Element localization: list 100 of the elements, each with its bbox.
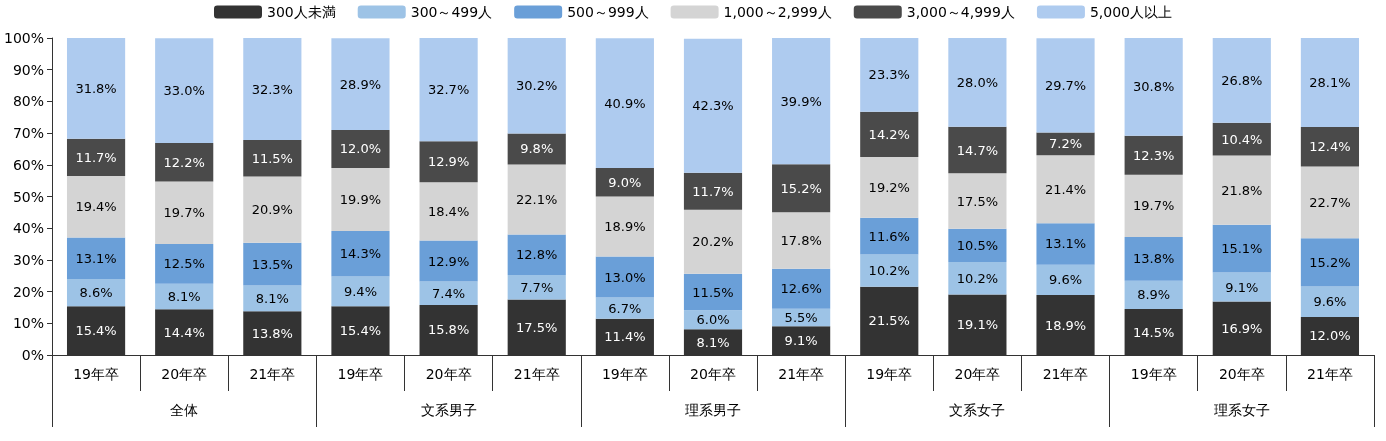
bar xyxy=(860,156,919,218)
data-label: 15.8% xyxy=(427,322,470,338)
bar xyxy=(1036,132,1095,156)
data-label: 9.8% xyxy=(520,141,554,157)
bar xyxy=(1300,127,1360,167)
bar xyxy=(1036,264,1095,296)
data-label: 14.2% xyxy=(868,126,910,142)
bar xyxy=(1036,38,1095,133)
bar xyxy=(66,175,126,238)
data-label: 14.7% xyxy=(956,142,999,158)
bar xyxy=(948,126,1007,174)
bar xyxy=(772,268,831,309)
bar xyxy=(243,38,302,141)
data-label: 15.2% xyxy=(780,180,822,196)
data-label: 20.2% xyxy=(692,234,734,250)
bar xyxy=(243,140,302,177)
data-label: 8.6% xyxy=(79,285,113,301)
bar xyxy=(1212,224,1271,273)
data-label: 32.3% xyxy=(251,81,293,97)
x-tick-label: 21年卒 xyxy=(513,366,560,382)
data-label: 9.4% xyxy=(343,283,377,299)
text: 全体 xyxy=(170,402,199,418)
bar xyxy=(507,275,566,300)
data-label: 12.9% xyxy=(427,253,470,269)
y-tick-label: 50% xyxy=(12,188,44,205)
x-tick-label: 21年卒 xyxy=(1307,366,1353,382)
data-label: 13.5% xyxy=(251,256,293,272)
legend-label: 1,000～2,999人 xyxy=(723,4,832,20)
bar xyxy=(1124,135,1183,175)
bar xyxy=(507,38,566,134)
bar xyxy=(419,141,478,183)
data-label: 7.4% xyxy=(432,285,466,301)
bar xyxy=(419,38,478,142)
data-label: 8.1% xyxy=(167,289,201,305)
data-label: 11.5% xyxy=(692,284,734,300)
text: 文系男子 xyxy=(420,402,477,418)
data-label: 10.2% xyxy=(868,263,910,279)
data-label: 32.7% xyxy=(427,82,470,98)
y-tick-label: 70% xyxy=(12,125,44,142)
data-label: 19.7% xyxy=(163,205,205,221)
bar xyxy=(66,237,126,279)
text: 理系男子 xyxy=(685,402,741,418)
bar xyxy=(683,273,743,311)
data-label: 13.1% xyxy=(75,250,117,266)
data-label: 12.5% xyxy=(163,256,205,272)
bar xyxy=(419,240,478,282)
bar xyxy=(419,281,478,305)
bar xyxy=(772,164,831,213)
data-label: 8.1% xyxy=(696,334,730,350)
bar xyxy=(155,38,214,143)
bar xyxy=(1300,38,1360,128)
data-label: 8.1% xyxy=(255,290,289,306)
data-label: 12.0% xyxy=(339,141,382,157)
bar xyxy=(1300,238,1360,287)
data-label: 42.3% xyxy=(692,98,734,114)
data-label: 6.0% xyxy=(696,312,730,328)
legend-label: 5,000人以上 xyxy=(1089,4,1173,20)
data-label: 9.6% xyxy=(1049,272,1083,288)
data-label: 31.8% xyxy=(75,80,117,96)
data-label: 18.9% xyxy=(604,218,646,234)
data-label: 21.8% xyxy=(1221,182,1263,198)
data-label: 22.1% xyxy=(516,192,558,208)
bar xyxy=(948,38,1007,127)
data-label: 12.4% xyxy=(1309,139,1351,155)
data-label: 20.9% xyxy=(251,202,293,218)
bar xyxy=(243,242,302,286)
data-label: 7.7% xyxy=(520,279,554,295)
data-label: 12.6% xyxy=(780,281,822,297)
data-label: 19.1% xyxy=(956,317,999,333)
bar xyxy=(948,173,1007,229)
data-label: 21.4% xyxy=(1044,181,1087,197)
bar xyxy=(155,244,214,284)
data-label: 10.4% xyxy=(1221,131,1263,147)
data-label: 12.9% xyxy=(427,154,470,170)
data-label: 30.8% xyxy=(1133,79,1175,95)
bar xyxy=(331,276,390,307)
x-tick-label: 20年卒 xyxy=(690,366,736,382)
data-label: 13.1% xyxy=(1044,236,1087,252)
legend-label: 3,000～4,999人 xyxy=(906,4,1015,20)
data-label: 11.7% xyxy=(692,183,734,199)
data-label: 16.9% xyxy=(1221,320,1263,336)
bar xyxy=(595,167,654,197)
data-label: 9.0% xyxy=(608,174,642,190)
x-tick-label: 19年卒 xyxy=(601,366,648,382)
data-label: 19.7% xyxy=(1133,198,1175,214)
data-label: 12.2% xyxy=(163,154,205,170)
y-tick-label: 90% xyxy=(12,61,44,78)
bar xyxy=(243,176,302,243)
bar xyxy=(772,38,831,165)
data-label: 11.5% xyxy=(251,150,293,166)
data-label: 13.8% xyxy=(251,325,293,341)
data-label: 9.6% xyxy=(1313,294,1347,310)
data-label: 17.5% xyxy=(956,193,999,209)
x-tick-label: 21年卒 xyxy=(778,366,825,382)
data-label: 28.9% xyxy=(339,76,382,92)
x-tick-label: 20年卒 xyxy=(425,366,472,382)
bar xyxy=(1124,38,1183,136)
data-label: 11.4% xyxy=(604,329,646,345)
data-label: 9.1% xyxy=(784,333,818,349)
x-tick-label: 21年卒 xyxy=(1042,366,1089,382)
